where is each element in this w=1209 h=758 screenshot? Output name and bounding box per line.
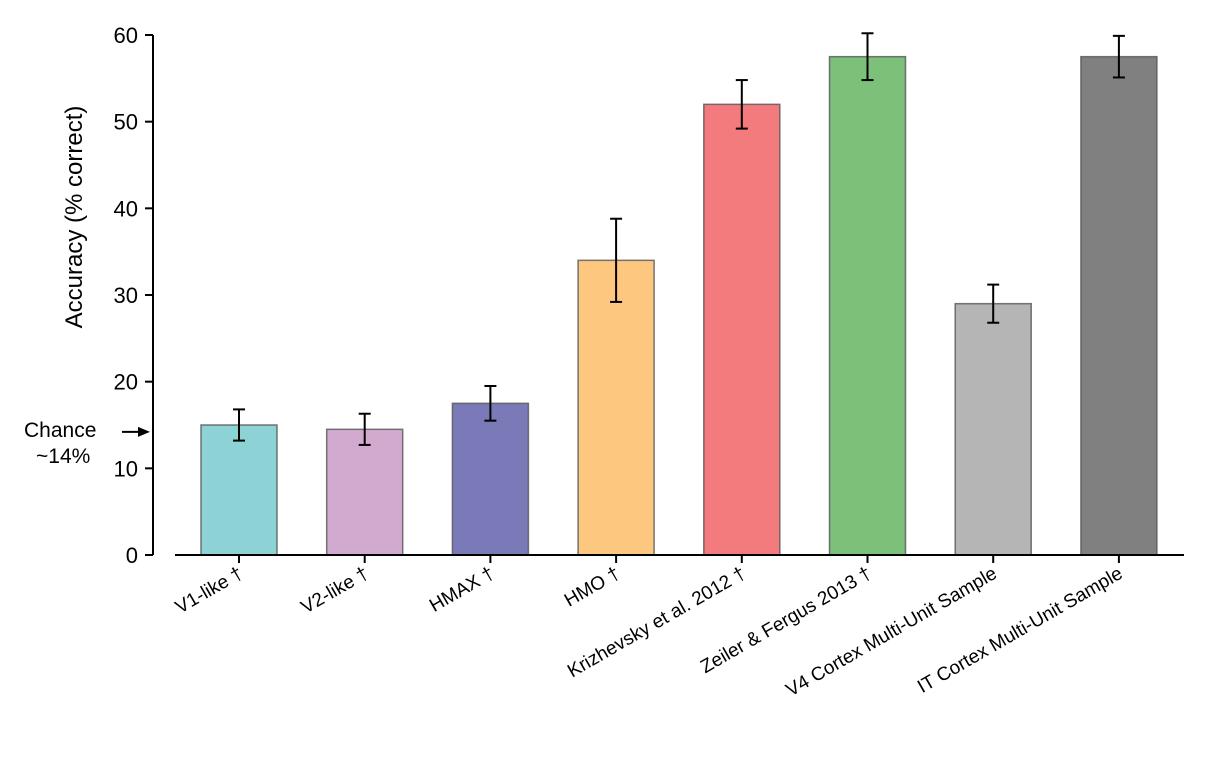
- x-tick-label: V2-like †: [298, 563, 373, 618]
- bar: [577, 259, 655, 556]
- y-axis-title: Accuracy (% correct): [61, 106, 88, 329]
- error-bar: [610, 217, 623, 303]
- annotations-group: Chance ~14%: [24, 419, 150, 468]
- chance-annotation: Chance ~14%: [24, 419, 150, 468]
- bar: [200, 424, 278, 556]
- y-tick-label: 60: [114, 23, 138, 48]
- y-tick-label: 0: [126, 543, 138, 568]
- arrow-head-icon: [138, 426, 150, 437]
- x-tick-label: HMAX †: [426, 563, 498, 617]
- bar: [954, 302, 1032, 556]
- error-bar: [358, 412, 371, 446]
- bar: [703, 103, 781, 556]
- y-tick-label: 10: [114, 456, 138, 481]
- bar: [451, 402, 530, 556]
- x-tick-label: V1-like †: [172, 563, 247, 618]
- error-bar: [1112, 34, 1125, 79]
- chance-annotation-text: Chance: [24, 419, 96, 442]
- y-tick-label: 50: [114, 110, 138, 135]
- bar: [325, 428, 404, 556]
- bars-group: [200, 55, 1158, 556]
- chance-annotation-text: ~14%: [36, 445, 90, 468]
- y-tick-label: 20: [114, 370, 138, 395]
- x-tick-label: IT Cortex Multi-Unit Sample: [914, 563, 1126, 698]
- y-tick-label: 30: [114, 283, 138, 308]
- error-bar: [861, 32, 874, 82]
- error-bar: [233, 408, 245, 442]
- bar: [1080, 55, 1158, 556]
- error-bar: [735, 79, 748, 130]
- x-tick-label: V4 Cortex Multi-Unit Sample: [783, 563, 1001, 701]
- x-ticks-group: V1-like † V2-like † HMAX † HMO †Krizhevsky …: [172, 555, 1126, 701]
- y-tick-label: 40: [114, 196, 138, 221]
- y-ticks-group: 0 10 20 30 40 50 60: [114, 23, 153, 568]
- error-bars-group: [233, 32, 1125, 446]
- error-bar: [987, 283, 1000, 324]
- x-tick-label: HMO †: [561, 563, 624, 611]
- error-bar: [484, 385, 497, 422]
- bar: [828, 55, 907, 556]
